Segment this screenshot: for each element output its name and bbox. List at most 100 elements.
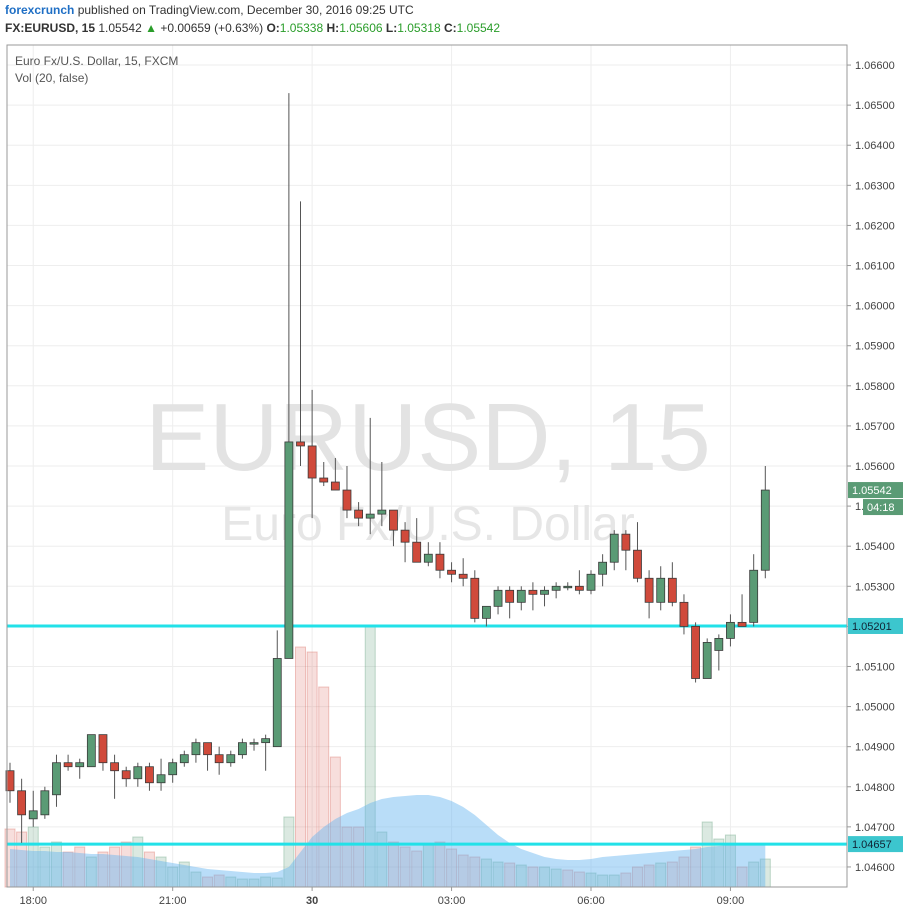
open-value: 1.05338	[279, 21, 324, 35]
candle-body[interactable]	[493, 589, 503, 607]
candle-body[interactable]	[296, 441, 305, 447]
candle-body[interactable]	[191, 742, 201, 756]
candle-body[interactable]	[528, 589, 538, 595]
candle-body[interactable]	[284, 441, 294, 659]
candle-body[interactable]	[75, 762, 85, 768]
candle-body[interactable]	[319, 477, 329, 483]
candle-body[interactable]	[98, 734, 108, 764]
price-tick-label: 1.04800	[855, 782, 895, 794]
candle-body[interactable]	[272, 658, 282, 748]
watermark-line1: EURUSD, 15	[145, 384, 711, 491]
symbol: FX:EURUSD, 15	[5, 21, 96, 35]
candle-body[interactable]	[28, 810, 38, 820]
price-tick-label: 1.04700	[855, 822, 895, 834]
candle-body[interactable]	[447, 569, 456, 575]
price-tick-label: 1.06000	[855, 301, 895, 313]
candle-body[interactable]	[342, 489, 352, 511]
candle-body[interactable]	[307, 445, 317, 479]
volume-moving-average-area	[10, 795, 766, 887]
time-tick-label: 18:00	[19, 895, 47, 907]
candle-body[interactable]	[121, 770, 131, 780]
candle-body[interactable]	[249, 742, 259, 745]
candle-body[interactable]	[179, 754, 189, 764]
time-tick-label: 30	[306, 895, 318, 907]
candle-body[interactable]	[691, 625, 700, 679]
candle-body[interactable]	[714, 638, 724, 651]
horizontal-levels	[7, 624, 847, 846]
candle-body[interactable]	[40, 790, 50, 816]
candle-body[interactable]	[377, 509, 387, 515]
candle-body[interactable]	[435, 553, 445, 571]
candle-body[interactable]	[133, 766, 143, 780]
candle-body[interactable]	[214, 754, 224, 764]
candle-body[interactable]	[586, 573, 596, 591]
price-tick-label: 1.04600	[855, 862, 895, 874]
candle-body[interactable]	[563, 585, 573, 589]
candle-body[interactable]	[644, 577, 654, 603]
candle-body[interactable]	[516, 589, 526, 603]
candlesticks	[5, 93, 770, 843]
candle-body[interactable]	[760, 489, 770, 571]
symbol-watermark: EURUSD, 15 Euro Fx/U.S. Dollar	[145, 384, 711, 551]
candle-body[interactable]	[633, 549, 642, 579]
candle-body[interactable]	[540, 589, 549, 595]
candle-body[interactable]	[574, 585, 584, 591]
candle-body[interactable]	[5, 770, 15, 792]
candle-body[interactable]	[52, 762, 61, 796]
candle-body[interactable]	[458, 573, 468, 579]
price-tick-label: 1.04900	[855, 742, 895, 754]
candle-body[interactable]	[63, 762, 73, 768]
candle-body[interactable]	[726, 621, 735, 639]
candle-body[interactable]	[482, 605, 491, 619]
candle-body[interactable]	[551, 585, 561, 591]
candle-body[interactable]	[237, 742, 247, 756]
candle-body[interactable]	[400, 529, 410, 543]
candle-body[interactable]	[145, 766, 154, 784]
candle-body[interactable]	[737, 621, 747, 627]
candle-body[interactable]	[203, 742, 212, 756]
candle-body[interactable]	[156, 774, 166, 784]
candle-body[interactable]	[505, 589, 515, 603]
symbol-info: FX:EURUSD, 15 1.05542 ▲ +0.00659 (+0.63%…	[5, 21, 500, 35]
publisher-link[interactable]: forexcrunch	[5, 3, 75, 17]
last-price: 1.05542	[98, 21, 142, 35]
price-tick-label: 1.05900	[855, 341, 895, 353]
time-tick-label: 09:00	[717, 895, 745, 907]
candle-body[interactable]	[17, 790, 27, 816]
price-tick-label: 1.06200	[855, 220, 895, 232]
candle-body[interactable]	[609, 533, 619, 563]
candle-body[interactable]	[412, 541, 422, 563]
candle-body[interactable]	[667, 577, 677, 603]
candle-body[interactable]	[621, 533, 631, 551]
candle-body[interactable]	[261, 738, 271, 744]
low-label: L:	[385, 21, 398, 35]
candle-body[interactable]	[470, 577, 480, 619]
candle-body[interactable]	[598, 561, 608, 575]
last-price-tag	[848, 482, 903, 499]
time-tick-label: 21:00	[159, 895, 187, 907]
price-tick-label: 1.06600	[855, 60, 895, 72]
candle-body[interactable]	[330, 481, 340, 491]
candle-body[interactable]	[226, 754, 236, 764]
candle-body[interactable]	[365, 513, 375, 519]
price-tags: 1.05542 04:18 1.05201 1.04657	[848, 482, 903, 853]
candle-body[interactable]	[679, 601, 689, 627]
candle-body[interactable]	[423, 553, 433, 563]
price-tick-label: 1.06500	[855, 100, 895, 112]
candle-body[interactable]	[749, 569, 759, 623]
up-arrow-icon: ▲	[145, 21, 157, 35]
price-tick-label: 1.06100	[855, 261, 895, 273]
countdown-tag	[863, 499, 903, 516]
series-name: Euro Fx/U.S. Dollar, 15, FXCM	[15, 54, 178, 68]
candle-body[interactable]	[110, 762, 119, 772]
price-tick-label: 1.06400	[855, 140, 895, 152]
candle-body[interactable]	[656, 577, 666, 603]
candle-body[interactable]	[168, 762, 178, 776]
price-tick-label: 1.05600	[855, 461, 895, 473]
candle-body[interactable]	[354, 509, 364, 519]
candle-body[interactable]	[702, 642, 712, 679]
level-price-tag	[848, 617, 903, 634]
candle-body[interactable]	[389, 509, 398, 531]
candle-body[interactable]	[86, 734, 96, 768]
